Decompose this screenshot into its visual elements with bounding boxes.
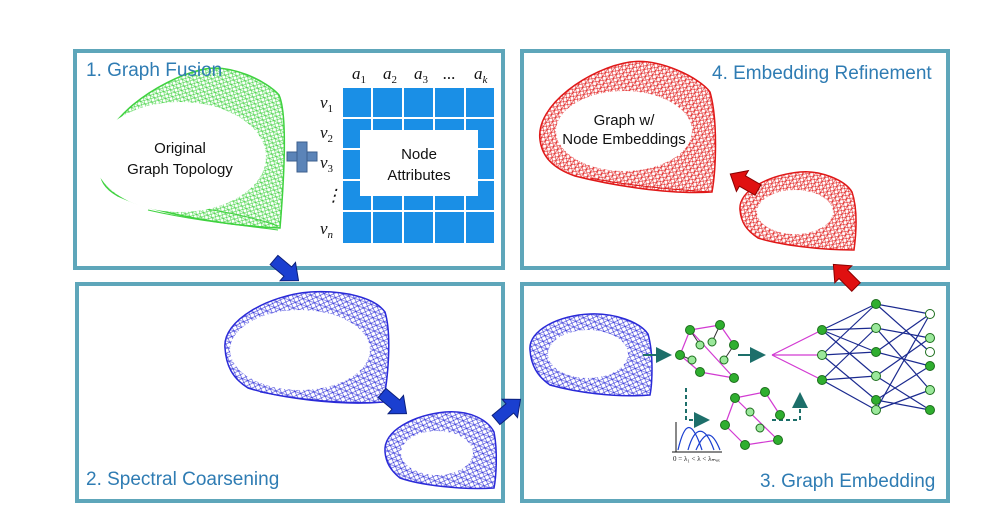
- col-header-ellipsis: ...: [443, 64, 456, 83]
- refine-arrow-upper: [729, 169, 762, 196]
- col-header-3: a3: [414, 64, 429, 86]
- refine-label-line2: Node Embeddings: [562, 131, 685, 148]
- red-graph-small: [739, 171, 857, 251]
- title-graph-embedding: 3. Graph Embedding: [760, 471, 936, 492]
- mini-graph-lower: [720, 387, 785, 450]
- refine-arrow-lower: [832, 263, 861, 292]
- spectrum-plot: 0 = λ₁ < λ < λₘₐₓ: [672, 422, 722, 463]
- embed-dashed-arrow-up: [772, 392, 808, 421]
- mini-graph-upper: [675, 320, 739, 383]
- blue-graph-small: [529, 313, 653, 397]
- embedding-network: [771, 299, 935, 415]
- col-header-1: a1: [352, 64, 366, 86]
- topology-label-line2: Graph Topology: [127, 161, 233, 178]
- blue-graph-large: [224, 290, 390, 404]
- row-headers: v1 v2 v3 ⋮ vn: [320, 93, 342, 241]
- green-graph-mesh: [94, 67, 286, 231]
- column-headers: a1 a2 a3 ... ak: [352, 64, 489, 86]
- flow-arrow-coarsen-to-embed: [491, 398, 522, 426]
- row-header-1: v1: [320, 93, 333, 115]
- title-graph-fusion: 1. Graph Fusion: [86, 60, 223, 81]
- title-spectral-coarsening: 2. Spectral Coarsening: [86, 469, 280, 490]
- refine-label-line1: Graph w/: [594, 112, 656, 129]
- col-header-k: ak: [474, 64, 489, 86]
- flow-arrow-coarsen-step: [377, 387, 408, 415]
- attribute-matrix: [343, 88, 494, 243]
- col-header-2: a2: [383, 64, 397, 86]
- row-header-ellipsis: ⋮: [325, 186, 342, 205]
- topology-label-line1: Original: [154, 140, 206, 157]
- attributes-label-line1: Node: [401, 146, 437, 163]
- title-embedding-refinement: 4. Embedding Refinement: [712, 63, 932, 84]
- row-header-3: v3: [320, 153, 334, 175]
- spectrum-label: 0 = λ₁ < λ < λₘₐₓ: [673, 455, 721, 463]
- red-graph-large: [539, 60, 717, 194]
- embed-dashed-arrow-down: [685, 388, 710, 428]
- blue-graph-medium: [384, 411, 498, 490]
- flow-arrow-fusion-to-coarsen: [269, 254, 300, 282]
- row-header-2: v2: [320, 123, 333, 145]
- plus-icon: [286, 141, 318, 173]
- attributes-label-line2: Attributes: [387, 167, 450, 184]
- row-header-n: vn: [320, 219, 334, 241]
